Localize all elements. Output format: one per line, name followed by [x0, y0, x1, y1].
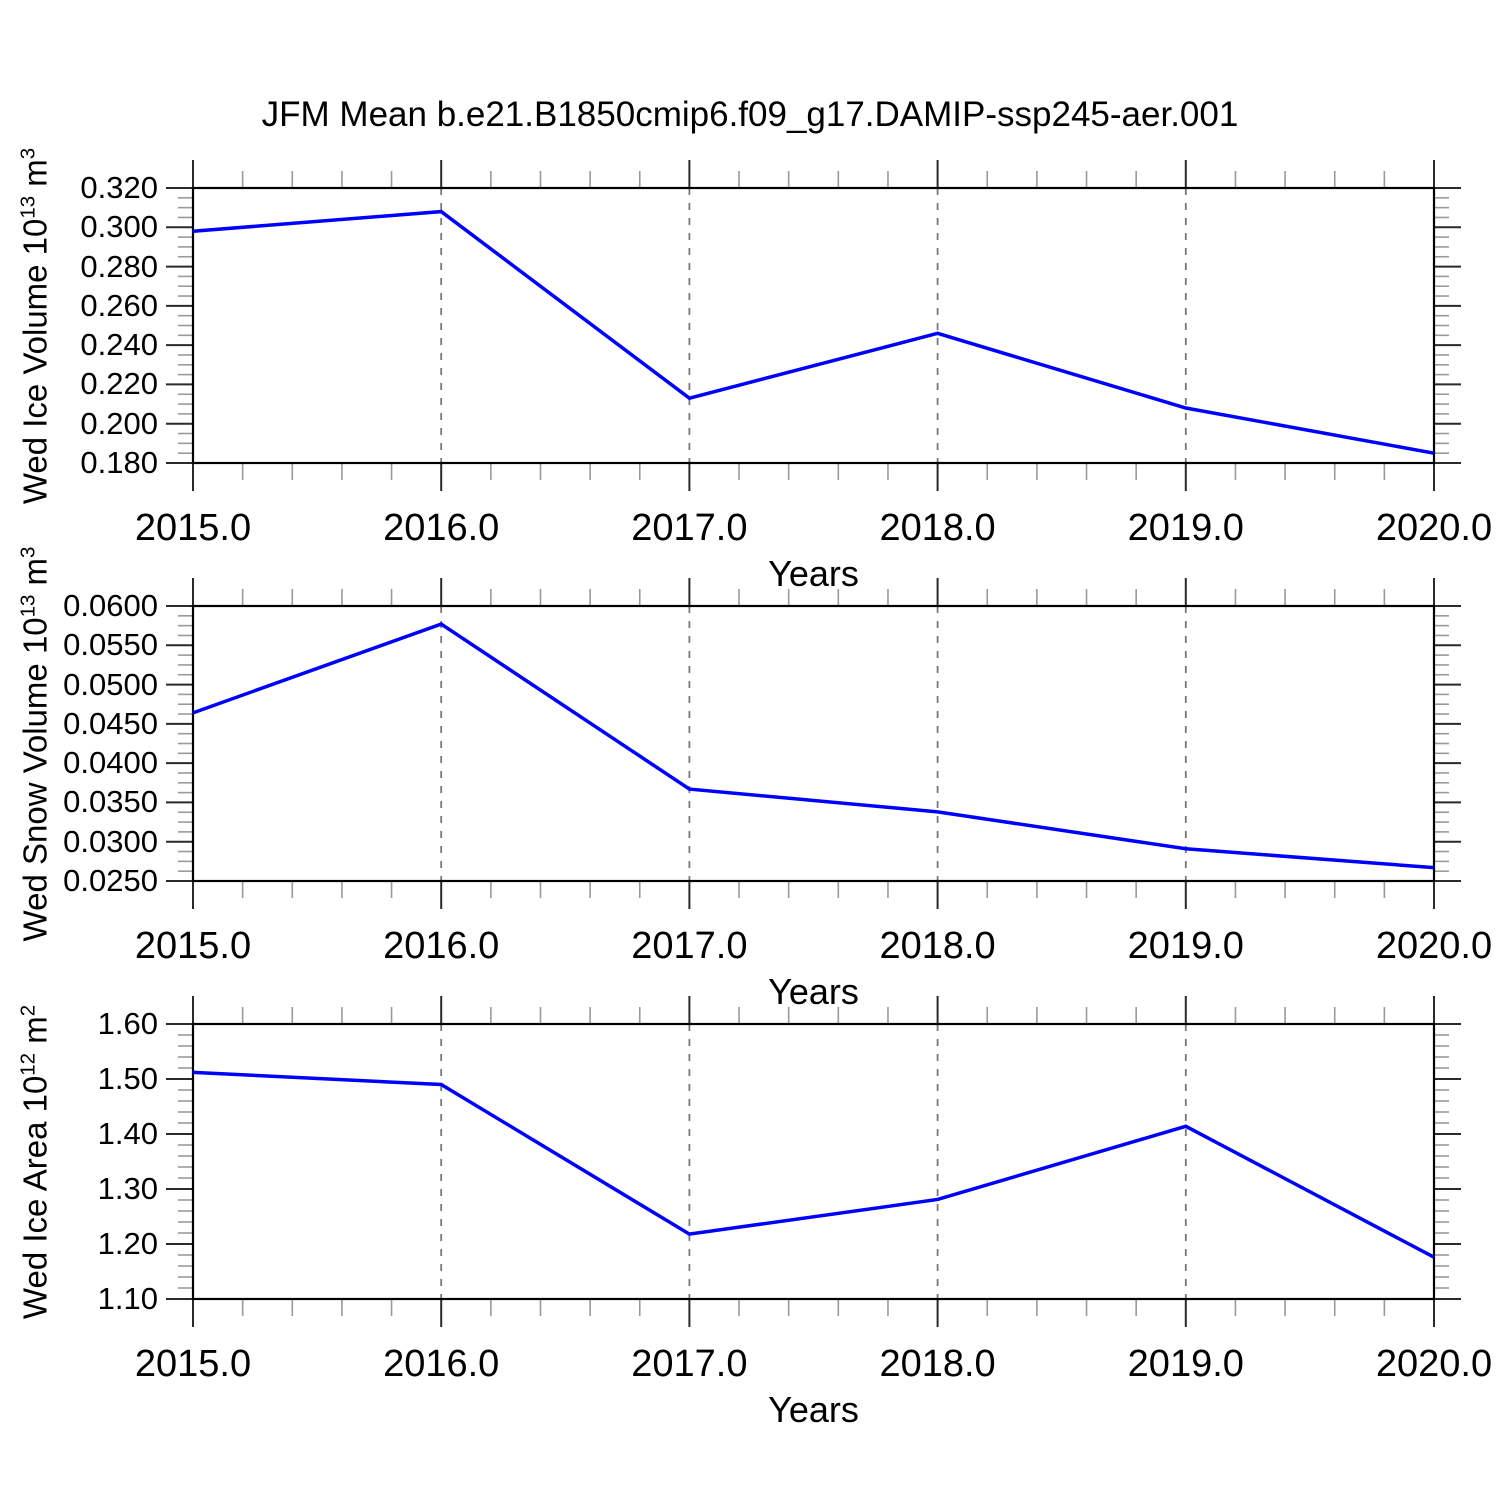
y-tick-label: 0.0350: [63, 784, 158, 820]
y-tick-label: 0.0450: [63, 705, 158, 741]
y-tick-label: 1.40: [97, 1116, 158, 1151]
panel-ice-volume: Wed Ice Volume 1013 m3 Years 0.180 0.200 0…: [0, 148, 1500, 598]
x-tick-label: 2019.0: [1127, 1343, 1244, 1385]
x-axis-title: Years: [768, 1389, 859, 1430]
panel-ice-area: Wed Ice Area 1012 m2 Years 1.10 1.20 1.30 1…: [0, 984, 1500, 1434]
y-ticks: [166, 1023, 1461, 1300]
y-tick-label: 1.30: [97, 1171, 158, 1206]
plot-border: [191, 186, 1436, 465]
y-tick-label: 1.20: [97, 1226, 158, 1261]
x-ticks: [192, 160, 1435, 491]
panel-ice-volume-plot: [166, 160, 1461, 491]
x-tick-label: 2018.0: [879, 507, 996, 549]
y-ticks: [166, 605, 1461, 882]
data-series-line: [192, 209, 1435, 455]
y-tick-label: 1.60: [97, 1006, 158, 1041]
y-tick-label: 0.220: [80, 366, 158, 402]
x-tick-label: 2015.0: [134, 1343, 252, 1385]
x-tick-label: 2017.0: [631, 1343, 748, 1385]
year-gridlines: [440, 1024, 1187, 1299]
y-tick-label: 0.0300: [63, 823, 158, 859]
x-tick-label: 2017.0: [631, 507, 748, 549]
y-tick-label: 0.260: [80, 287, 158, 323]
y-tick-label: 0.0250: [63, 863, 158, 898]
x-tick-label: 2015.0: [134, 925, 252, 967]
y-tick-label: 0.240: [80, 327, 158, 363]
y-tick-label: 0.320: [80, 170, 158, 205]
y-axis-unit-exponent: 3: [16, 546, 40, 558]
year-gridlines: [440, 188, 1187, 463]
y-axis-unit-exponent: 3: [16, 147, 40, 160]
x-ticks: [192, 996, 1435, 1327]
y-tick-label: 0.0400: [63, 745, 158, 781]
x-ticks: [192, 578, 1435, 909]
plot-border: [191, 1022, 1436, 1301]
panel-ice-area-plot: [166, 996, 1461, 1327]
plot-border: [191, 604, 1436, 883]
data-series-line: [192, 622, 1435, 870]
panel-snow-volume: Wed Snow Volume 1013 m3 Years 0.0250 0.03…: [0, 547, 1500, 1016]
x-tick-label: 2016.0: [383, 925, 500, 967]
y-tick-label: 0.280: [80, 248, 158, 284]
y-tick-label: 0.0600: [63, 588, 158, 623]
y-ticks: [166, 187, 1461, 464]
x-tick-label: 2016.0: [383, 1343, 500, 1385]
y-tick-label: 1.50: [97, 1061, 158, 1096]
x-tick-label: 2018.0: [879, 925, 996, 967]
y-tick-label: 0.180: [80, 445, 158, 480]
y-tick-label: 0.200: [80, 405, 158, 441]
x-tick-label: 2020.0: [1375, 507, 1493, 549]
x-axis-title: Years: [768, 553, 859, 594]
y-axis-title: Wed Ice Area 1012 m2: [11, 1005, 54, 1319]
x-tick-label: 2018.0: [879, 1343, 996, 1385]
x-tick-label: 2017.0: [631, 925, 748, 967]
year-gridlines: [440, 606, 1187, 881]
x-tick-label: 2020.0: [1375, 925, 1493, 967]
y-tick-label: 0.0550: [63, 627, 158, 663]
y-tick-label: 1.10: [97, 1281, 158, 1316]
panel-snow-volume-plot: [166, 578, 1461, 909]
x-tick-label: 2019.0: [1127, 507, 1244, 549]
x-tick-label: 2020.0: [1375, 1343, 1493, 1385]
y-tick-label: 0.300: [80, 209, 158, 245]
x-tick-label: 2019.0: [1127, 925, 1244, 967]
x-tick-label: 2016.0: [383, 507, 500, 549]
x-tick-label: 2015.0: [134, 507, 252, 549]
x-axis-title: Years: [768, 971, 859, 1012]
data-series-line: [192, 1070, 1435, 1259]
chart-title: JFM Mean b.e21.B1850cmip6.f09_g17.DAMIP-…: [261, 95, 1239, 134]
y-tick-label: 0.0500: [63, 666, 158, 702]
